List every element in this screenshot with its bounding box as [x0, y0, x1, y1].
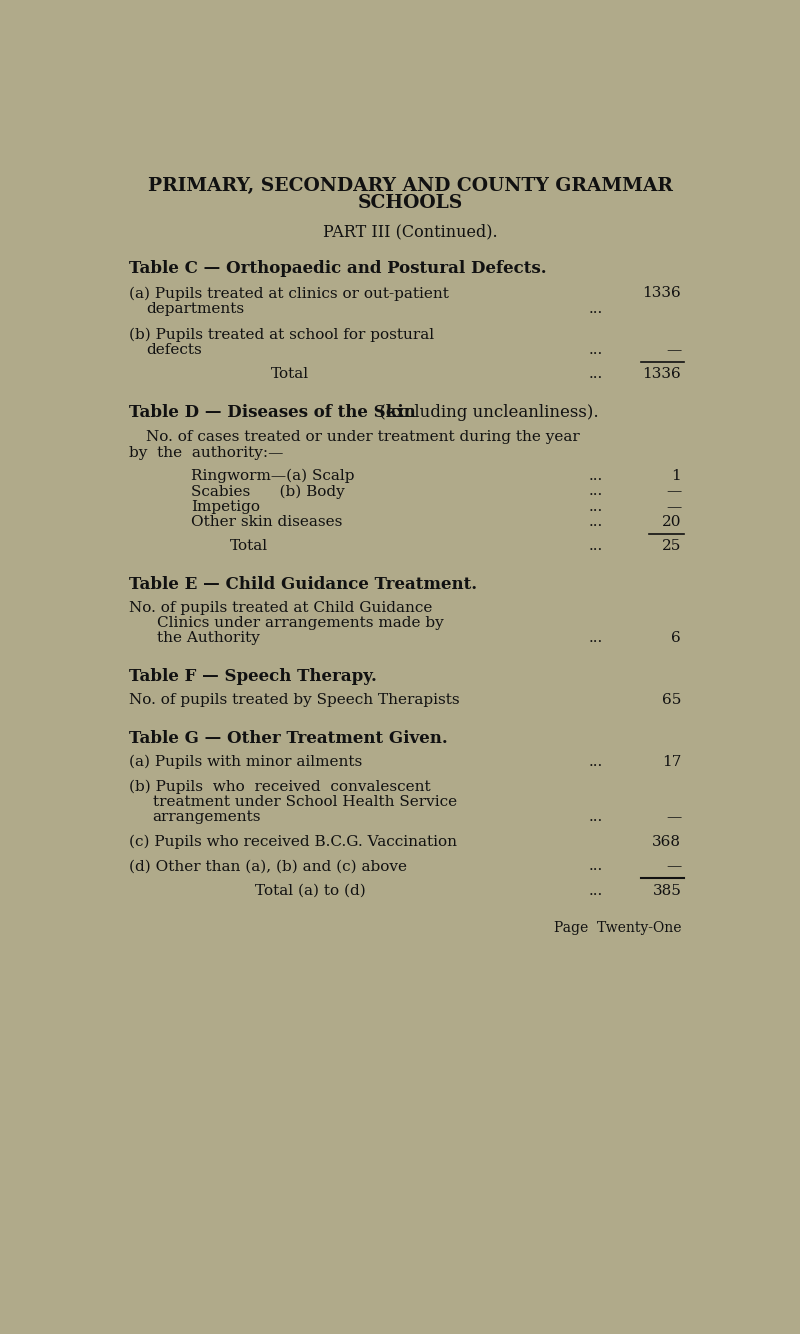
- Text: (c) Pupils who received B.C.G. Vaccination: (c) Pupils who received B.C.G. Vaccinati…: [130, 835, 458, 848]
- Text: —: —: [666, 859, 682, 874]
- Text: ...: ...: [589, 301, 603, 316]
- Text: (d) Other than (a), (b) and (c) above: (d) Other than (a), (b) and (c) above: [130, 859, 407, 874]
- Text: Other skin diseases: Other skin diseases: [191, 515, 343, 530]
- Text: 6: 6: [671, 631, 682, 646]
- Text: defects: defects: [146, 343, 202, 358]
- Text: 1336: 1336: [642, 287, 682, 300]
- Text: Table G — Other Treatment Given.: Table G — Other Treatment Given.: [130, 730, 448, 747]
- Text: ...: ...: [589, 367, 603, 382]
- Text: 1336: 1336: [642, 367, 682, 382]
- Text: ...: ...: [589, 484, 603, 499]
- Text: the Authority: the Authority: [158, 631, 260, 646]
- Text: SCHOOLS: SCHOOLS: [358, 193, 462, 212]
- Text: Impetigo: Impetigo: [191, 500, 261, 514]
- Text: 65: 65: [662, 692, 682, 707]
- Text: —: —: [666, 810, 682, 824]
- Text: —: —: [666, 500, 682, 514]
- Text: Scabies      (b) Body: Scabies (b) Body: [191, 484, 346, 499]
- Text: No. of pupils treated by Speech Therapists: No. of pupils treated by Speech Therapis…: [130, 692, 460, 707]
- Text: 25: 25: [662, 539, 682, 552]
- Text: ...: ...: [589, 884, 603, 898]
- Text: ...: ...: [589, 343, 603, 358]
- Text: ...: ...: [589, 500, 603, 514]
- Text: (a) Pupils treated at clinics or out-patient: (a) Pupils treated at clinics or out-pat…: [130, 287, 450, 300]
- Text: departments: departments: [146, 301, 245, 316]
- Text: Table E — Child Guidance Treatment.: Table E — Child Guidance Treatment.: [130, 576, 478, 592]
- Text: ...: ...: [589, 755, 603, 768]
- Text: No. of cases treated or under treatment during the year: No. of cases treated or under treatment …: [146, 431, 580, 444]
- Text: (b) Pupils  who  received  convalescent: (b) Pupils who received convalescent: [130, 779, 431, 794]
- Text: ...: ...: [589, 515, 603, 530]
- Text: (a) Pupils with minor ailments: (a) Pupils with minor ailments: [130, 755, 362, 768]
- Text: Clinics under arrangements made by: Clinics under arrangements made by: [158, 616, 444, 630]
- Text: 20: 20: [662, 515, 682, 530]
- Text: —: —: [666, 343, 682, 358]
- Text: Table C — Orthopaedic and Postural Defects.: Table C — Orthopaedic and Postural Defec…: [130, 260, 547, 277]
- Text: Total (a) to (d): Total (a) to (d): [255, 884, 366, 898]
- Text: PART III (Continued).: PART III (Continued).: [322, 223, 498, 240]
- Text: Table D — Diseases of the Skin: Table D — Diseases of the Skin: [130, 404, 416, 422]
- Text: Table F — Speech Therapy.: Table F — Speech Therapy.: [130, 668, 378, 686]
- Text: 368: 368: [652, 835, 682, 848]
- Text: Total: Total: [230, 539, 268, 552]
- Text: Total: Total: [270, 367, 309, 382]
- Text: Ringworm—(a) Scalp: Ringworm—(a) Scalp: [191, 468, 355, 483]
- Text: Page  Twenty-One: Page Twenty-One: [554, 920, 682, 935]
- Text: ...: ...: [589, 631, 603, 646]
- Text: 385: 385: [652, 884, 682, 898]
- Text: ...: ...: [589, 859, 603, 874]
- Text: treatment under School Health Service: treatment under School Health Service: [153, 795, 457, 808]
- Text: by  the  authority:—: by the authority:—: [130, 446, 284, 460]
- Text: (b) Pupils treated at school for postural: (b) Pupils treated at school for postura…: [130, 328, 434, 343]
- Text: arrangements: arrangements: [153, 810, 261, 824]
- Text: ...: ...: [589, 539, 603, 552]
- Text: 1: 1: [671, 468, 682, 483]
- Text: ...: ...: [589, 810, 603, 824]
- Text: No. of pupils treated at Child Guidance: No. of pupils treated at Child Guidance: [130, 600, 433, 615]
- Text: ...: ...: [589, 468, 603, 483]
- Text: (excluding uncleanliness).: (excluding uncleanliness).: [374, 404, 598, 422]
- Text: 17: 17: [662, 755, 682, 768]
- Text: —: —: [666, 484, 682, 499]
- Text: PRIMARY, SECONDARY AND COUNTY GRAMMAR: PRIMARY, SECONDARY AND COUNTY GRAMMAR: [147, 177, 673, 195]
